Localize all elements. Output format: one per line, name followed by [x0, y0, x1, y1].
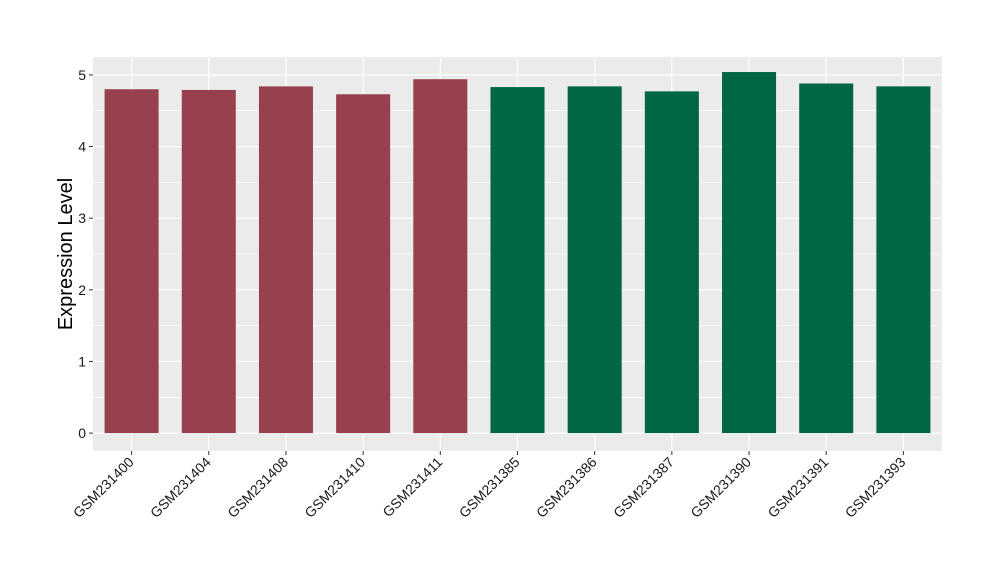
- x-tick-label: GSM231391: [764, 454, 831, 521]
- bar-GSM231391: [799, 83, 854, 434]
- x-tick-label: GSM231404: [147, 454, 214, 521]
- y-tick-label: 1: [78, 353, 86, 369]
- x-tick-label: GSM231393: [842, 454, 909, 521]
- y-tick-label: 0: [78, 425, 86, 441]
- bar-GSM231408: [258, 86, 313, 434]
- bar-GSM231386: [567, 86, 622, 434]
- bar-GSM231390: [722, 72, 777, 434]
- x-tick-label: GSM231385: [456, 454, 523, 521]
- bar-GSM231400: [104, 89, 159, 434]
- bar-GSM231387: [644, 91, 699, 434]
- y-tick-label: 5: [78, 67, 86, 83]
- bar-GSM231411: [413, 79, 468, 434]
- y-tick-label: 3: [78, 210, 86, 226]
- bars: [104, 72, 931, 434]
- x-tick-label: GSM231386: [533, 454, 600, 521]
- x-tick-label: GSM231390: [687, 454, 754, 521]
- bar-GSM231410: [336, 94, 391, 434]
- bar-GSM231385: [490, 87, 545, 434]
- x-tick-label: GSM231410: [301, 454, 368, 521]
- bar-GSM231393: [876, 86, 931, 434]
- y-tick-label: 4: [78, 139, 86, 155]
- x-tick-label: GSM231400: [70, 454, 137, 521]
- x-tick-label: GSM231387: [610, 454, 677, 521]
- y-tick-label: 2: [78, 282, 86, 298]
- x-tick-label: GSM231408: [224, 454, 291, 521]
- x-tick-label: GSM231411: [379, 454, 445, 520]
- bar-GSM231404: [181, 89, 236, 434]
- y-axis: 0 1 2 3 4 5: [78, 67, 93, 441]
- y-axis-title: Expression Level: [55, 178, 77, 330]
- x-axis: GSM231400 GSM231404 GSM231408 GSM231410 GSM2…: [70, 451, 909, 521]
